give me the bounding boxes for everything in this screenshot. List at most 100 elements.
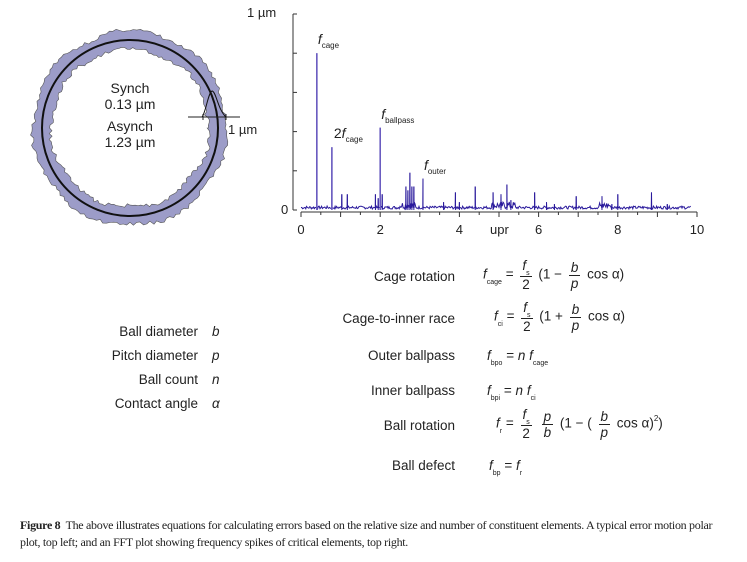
synch-value: 0.13 µm [104,96,156,112]
peak-annotation: 2fcage [334,125,363,144]
f-symbol: f [496,415,500,431]
denominator: 2 [523,319,531,334]
variable-name: Ball count [138,372,198,387]
polar-plot [30,28,240,226]
subscript: s [526,419,530,426]
subscript: r [499,427,503,435]
peak-annotation: fcage [318,31,339,50]
label-ball-rotation: Ball rotation [383,418,455,433]
term: (1 + [539,308,563,324]
annotation-symbol: f [381,105,386,122]
subscript: s [526,270,530,277]
numerator: b [569,301,582,318]
f-symbol: f [487,348,491,363]
subscript: ci [497,320,503,328]
caption-label: Figure 8 [20,518,61,532]
f-symbol: f [483,266,487,282]
f-symbol: f [523,300,528,315]
subscript: s [527,312,531,319]
variable-symbol: b [212,324,220,339]
f-symbol: f [526,383,531,398]
label-inner-ballpass: Inner ballpass [370,383,455,398]
synch-label: Synch [110,80,150,96]
annotation-subscript: ballpass [385,115,415,125]
fft-chart [292,13,698,217]
f-symbol: f [494,308,498,324]
subscript: bp [492,470,501,477]
figure-caption: Figure 8 The above illustrates equations… [20,517,730,551]
asynch-value: 1.23 µm [104,134,156,150]
subscript: cage [486,278,502,286]
equals: = [506,308,515,324]
annotation-subscript: cage [345,135,363,145]
denominator: p [571,317,580,333]
equation-inner-ballpass: fbpi = n fci [487,383,536,402]
denominator: 2 [522,426,530,441]
label-outer-ballpass: Outer ballpass [367,348,455,363]
label-cage-rotation: Cage rotation [373,269,455,284]
fraction: fs 2 [521,300,533,334]
annotation-subscript: cage [321,41,340,51]
label-ball-defect: Ball defect [391,458,455,473]
n-symbol: n [515,383,524,398]
term: (1 − ( [559,415,592,431]
denominator: p [570,275,579,291]
synch-bump [201,90,227,118]
x-tick-label: 0 [297,222,305,237]
y-axis-top-label: 1 µm [247,5,277,20]
caption-text: The above illustrates equations for calc… [20,518,713,549]
y-axis-zero-label: 0 [281,202,289,217]
annotation-subscript: outer [427,166,447,176]
variable-symbol: p [212,348,220,363]
subscript: r [519,470,523,477]
subscript: bpi [490,395,501,402]
superscript: 2 [653,413,659,423]
term: cos α) [587,266,625,282]
f-symbol: f [522,407,527,422]
asynch-label: Asynch [107,118,153,134]
peak-annotation: fballpass [381,106,414,125]
x-tick-label: 10 [689,222,705,237]
term: (1 − [538,266,563,282]
annotation-symbol: f [341,125,346,142]
denominator: b [543,424,552,440]
equals: = [503,383,512,398]
x-tick-label: 4 [455,222,463,237]
denominator: p [600,424,609,440]
reference-circle [41,39,219,217]
variable-name: Contact angle [114,396,198,411]
x-tick-label: 2 [376,222,384,237]
equals: = [504,458,513,473]
x-tick-label: 8 [614,222,622,237]
label-cage-to-inner-race: Cage-to-inner race [342,311,455,326]
annotation-symbol: f [423,156,428,173]
error-band [30,28,229,226]
annotation-symbol: f [317,31,322,48]
f-symbol: f [529,348,533,363]
f-symbol: f [487,383,491,398]
equation-outer-ballpass: fbpo = n fcage [487,348,548,367]
numerator: p [541,408,554,425]
variable-symbol: α [212,396,220,411]
subscript: ci [530,395,536,402]
subscript: bpo [490,360,503,367]
subscript: cage [532,360,549,367]
n-symbol: n [517,348,526,363]
polar-scale-label: 1 µm [228,122,258,137]
f-symbol: f [489,458,493,473]
variable-symbol: n [212,372,220,387]
term: cos α) [587,308,626,324]
variable-name: Ball diameter [119,324,198,339]
denominator: 2 [522,277,530,292]
term: cos α) [616,415,654,431]
numerator: b [598,408,611,425]
variable-name: Pitch diameter [111,348,198,363]
equals: = [506,348,515,363]
